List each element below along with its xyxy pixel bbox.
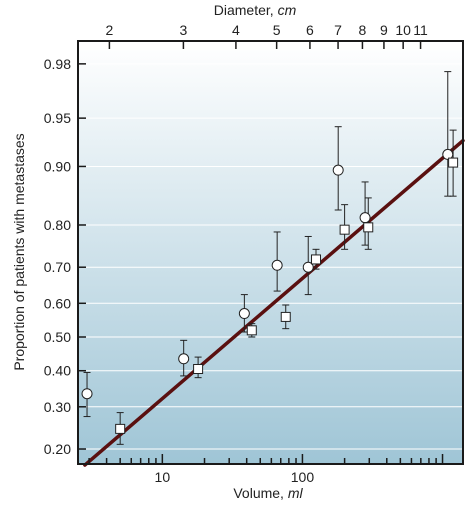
top-tick-label: 6 (306, 22, 314, 38)
fit-line-layer (83, 138, 465, 467)
y-tick-label: 0.60 (44, 295, 71, 311)
x-axis-title: Volume, ml (233, 485, 303, 501)
x-tick-label: 100 (291, 469, 315, 485)
data-point-square (339, 224, 350, 235)
data-point-circle (359, 212, 371, 224)
top-tick-label: 2 (106, 22, 114, 38)
y-tick-label: 0.80 (44, 217, 71, 233)
top-tick-label: 9 (380, 22, 388, 38)
plot-frame (77, 40, 464, 465)
data-point-square (311, 254, 322, 265)
data-point-square (193, 363, 204, 374)
top-tick-label: 8 (359, 22, 367, 38)
data-point-square (448, 157, 459, 168)
data-point-circle (238, 308, 250, 320)
top-tick-label: 11 (413, 22, 428, 38)
data-point-circle (332, 164, 344, 176)
y-tick-label: 0.90 (44, 158, 71, 174)
data-point-circle (442, 148, 454, 160)
y-tick-label: 0.40 (44, 363, 71, 379)
plot-background (78, 41, 463, 464)
top-tick-label: 4 (232, 22, 240, 38)
fit-line (83, 138, 465, 467)
y-tick-label: 0.30 (44, 399, 71, 415)
y-tick-label: 0.98 (44, 56, 71, 72)
y-tick-label: 0.20 (44, 441, 71, 457)
axes: 0.20 0.30 0.40 0.50 0.60 0.70 0.80 0.90 0.95 0.98… (44, 22, 444, 485)
top-axis-title: Diameter, cm (214, 2, 297, 18)
data-point-square (280, 311, 291, 322)
data-point-square (246, 325, 257, 336)
grid (78, 63, 463, 450)
y-axis-title: Proportion of patients with metastases (11, 133, 27, 370)
data-point-circle (81, 388, 93, 400)
data-point-circle (271, 259, 283, 271)
data-point-circle (302, 261, 314, 273)
top-tick-label: 5 (273, 22, 281, 38)
top-tick-label: 7 (334, 22, 342, 38)
top-tick-label: 10 (395, 22, 411, 38)
y-tick-label: 0.50 (44, 329, 71, 345)
data-point-circle (178, 353, 190, 365)
x-tick-label: 10 (155, 469, 171, 485)
y-tick-label: 0.95 (44, 110, 71, 126)
data-point-square (363, 222, 374, 233)
top-tick-label: 3 (180, 22, 188, 38)
y-tick-label: 0.70 (44, 259, 71, 275)
markers (81, 148, 459, 434)
data-point-square (115, 423, 126, 434)
